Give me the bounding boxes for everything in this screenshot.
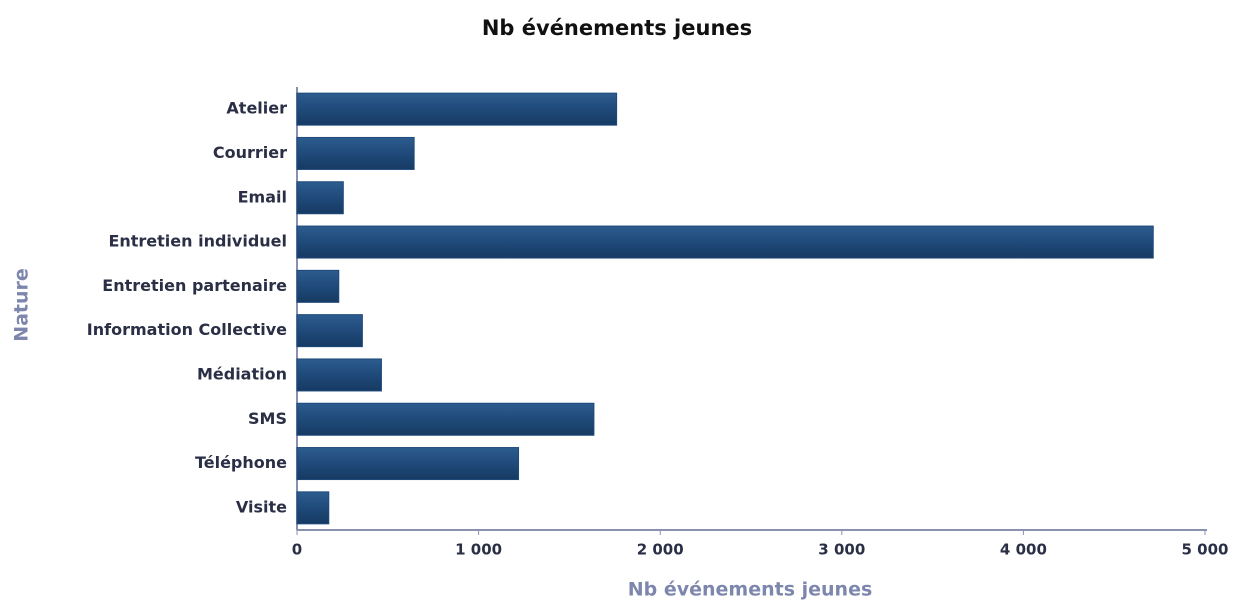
x-tick-label: 4 000 bbox=[1000, 541, 1047, 559]
bar bbox=[296, 92, 618, 126]
bar bbox=[296, 402, 595, 436]
y-tick-label: Courrier bbox=[213, 143, 287, 162]
bar bbox=[296, 491, 330, 525]
bar bbox=[296, 136, 415, 170]
y-tick-label: SMS bbox=[248, 409, 287, 428]
x-tick-label: 1 000 bbox=[455, 541, 502, 559]
bar bbox=[296, 447, 520, 481]
y-axis-label: Nature bbox=[11, 268, 33, 342]
y-tick-label: Email bbox=[238, 187, 287, 206]
x-tick-label: 0 bbox=[292, 541, 302, 559]
y-tick-label: Téléphone bbox=[195, 453, 287, 472]
y-tick-label: Entretien partenaire bbox=[102, 276, 287, 295]
x-axis-label: Nb événements jeunes bbox=[628, 579, 873, 601]
bar bbox=[296, 358, 382, 392]
y-tick-label: Visite bbox=[236, 497, 287, 516]
x-tick-label: 3 000 bbox=[818, 541, 865, 559]
chart-title: Nb événements jeunes bbox=[482, 16, 752, 40]
bar bbox=[296, 225, 1154, 259]
bar bbox=[296, 314, 363, 348]
x-tick-label: 2 000 bbox=[637, 541, 684, 559]
bar bbox=[296, 269, 340, 303]
y-tick-label: Information Collective bbox=[87, 320, 287, 339]
x-tick-label: 5 000 bbox=[1182, 541, 1229, 559]
bar bbox=[296, 181, 344, 215]
y-tick-label: Entretien individuel bbox=[108, 232, 287, 251]
y-tick-label: Atelier bbox=[226, 99, 287, 118]
y-tick-label: Médiation bbox=[197, 364, 287, 383]
